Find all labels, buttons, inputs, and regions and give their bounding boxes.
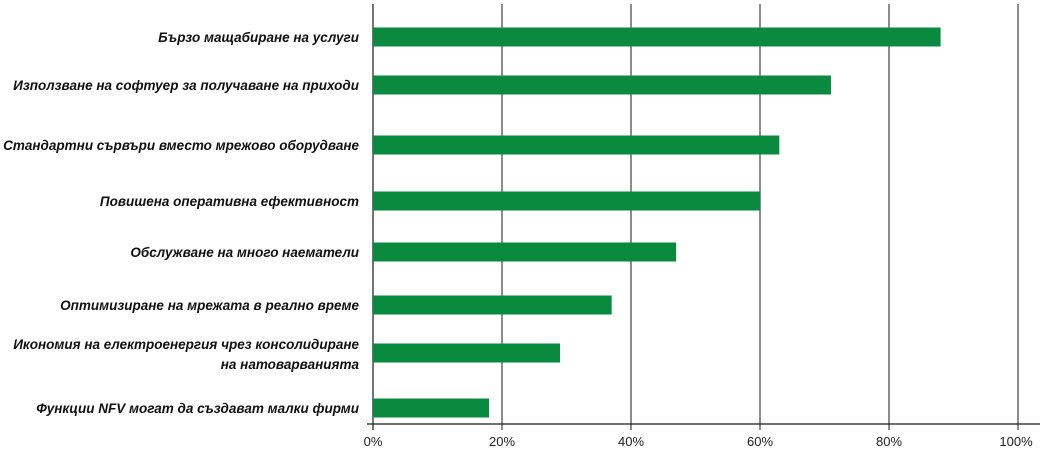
x-axis: 0% 20% 40% 60% 80% 100% — [364, 423, 1040, 449]
x-tick-label: 100% — [999, 434, 1033, 449]
gridlines — [372, 4, 1019, 430]
bar — [373, 295, 612, 315]
category-label: Повишена оперативна ефективност — [100, 194, 359, 209]
bar — [373, 27, 941, 47]
bar — [373, 242, 677, 262]
category-label: Оптимизиране на мрежата в реално време — [60, 298, 359, 313]
x-tick-label: 80% — [876, 434, 902, 449]
category-label: Стандартни сървъри вместо мрежово оборуд… — [3, 138, 359, 153]
bars-group — [373, 27, 941, 418]
x-tick-label: 60% — [747, 434, 773, 449]
x-tick-label: 0% — [364, 434, 383, 449]
bar — [373, 398, 490, 418]
category-label: Функции NFV могат да създават малки фирм… — [36, 401, 360, 416]
category-label: Икономия на електроенергия чрез консолид… — [13, 337, 359, 372]
bar — [373, 135, 780, 155]
bar — [373, 191, 760, 211]
bar — [373, 75, 831, 95]
category-label: Използване на софтуер за получаване на п… — [13, 78, 360, 93]
category-label: Обслужване на много наематели — [130, 245, 359, 260]
x-tick-label: 40% — [618, 434, 644, 449]
x-tick-label: 20% — [489, 434, 515, 449]
category-label: Бързо мащабиране на услуги — [158, 30, 360, 45]
bar — [373, 343, 561, 363]
category-labels: Бързо мащабиране на услуги Използване на … — [3, 30, 360, 416]
